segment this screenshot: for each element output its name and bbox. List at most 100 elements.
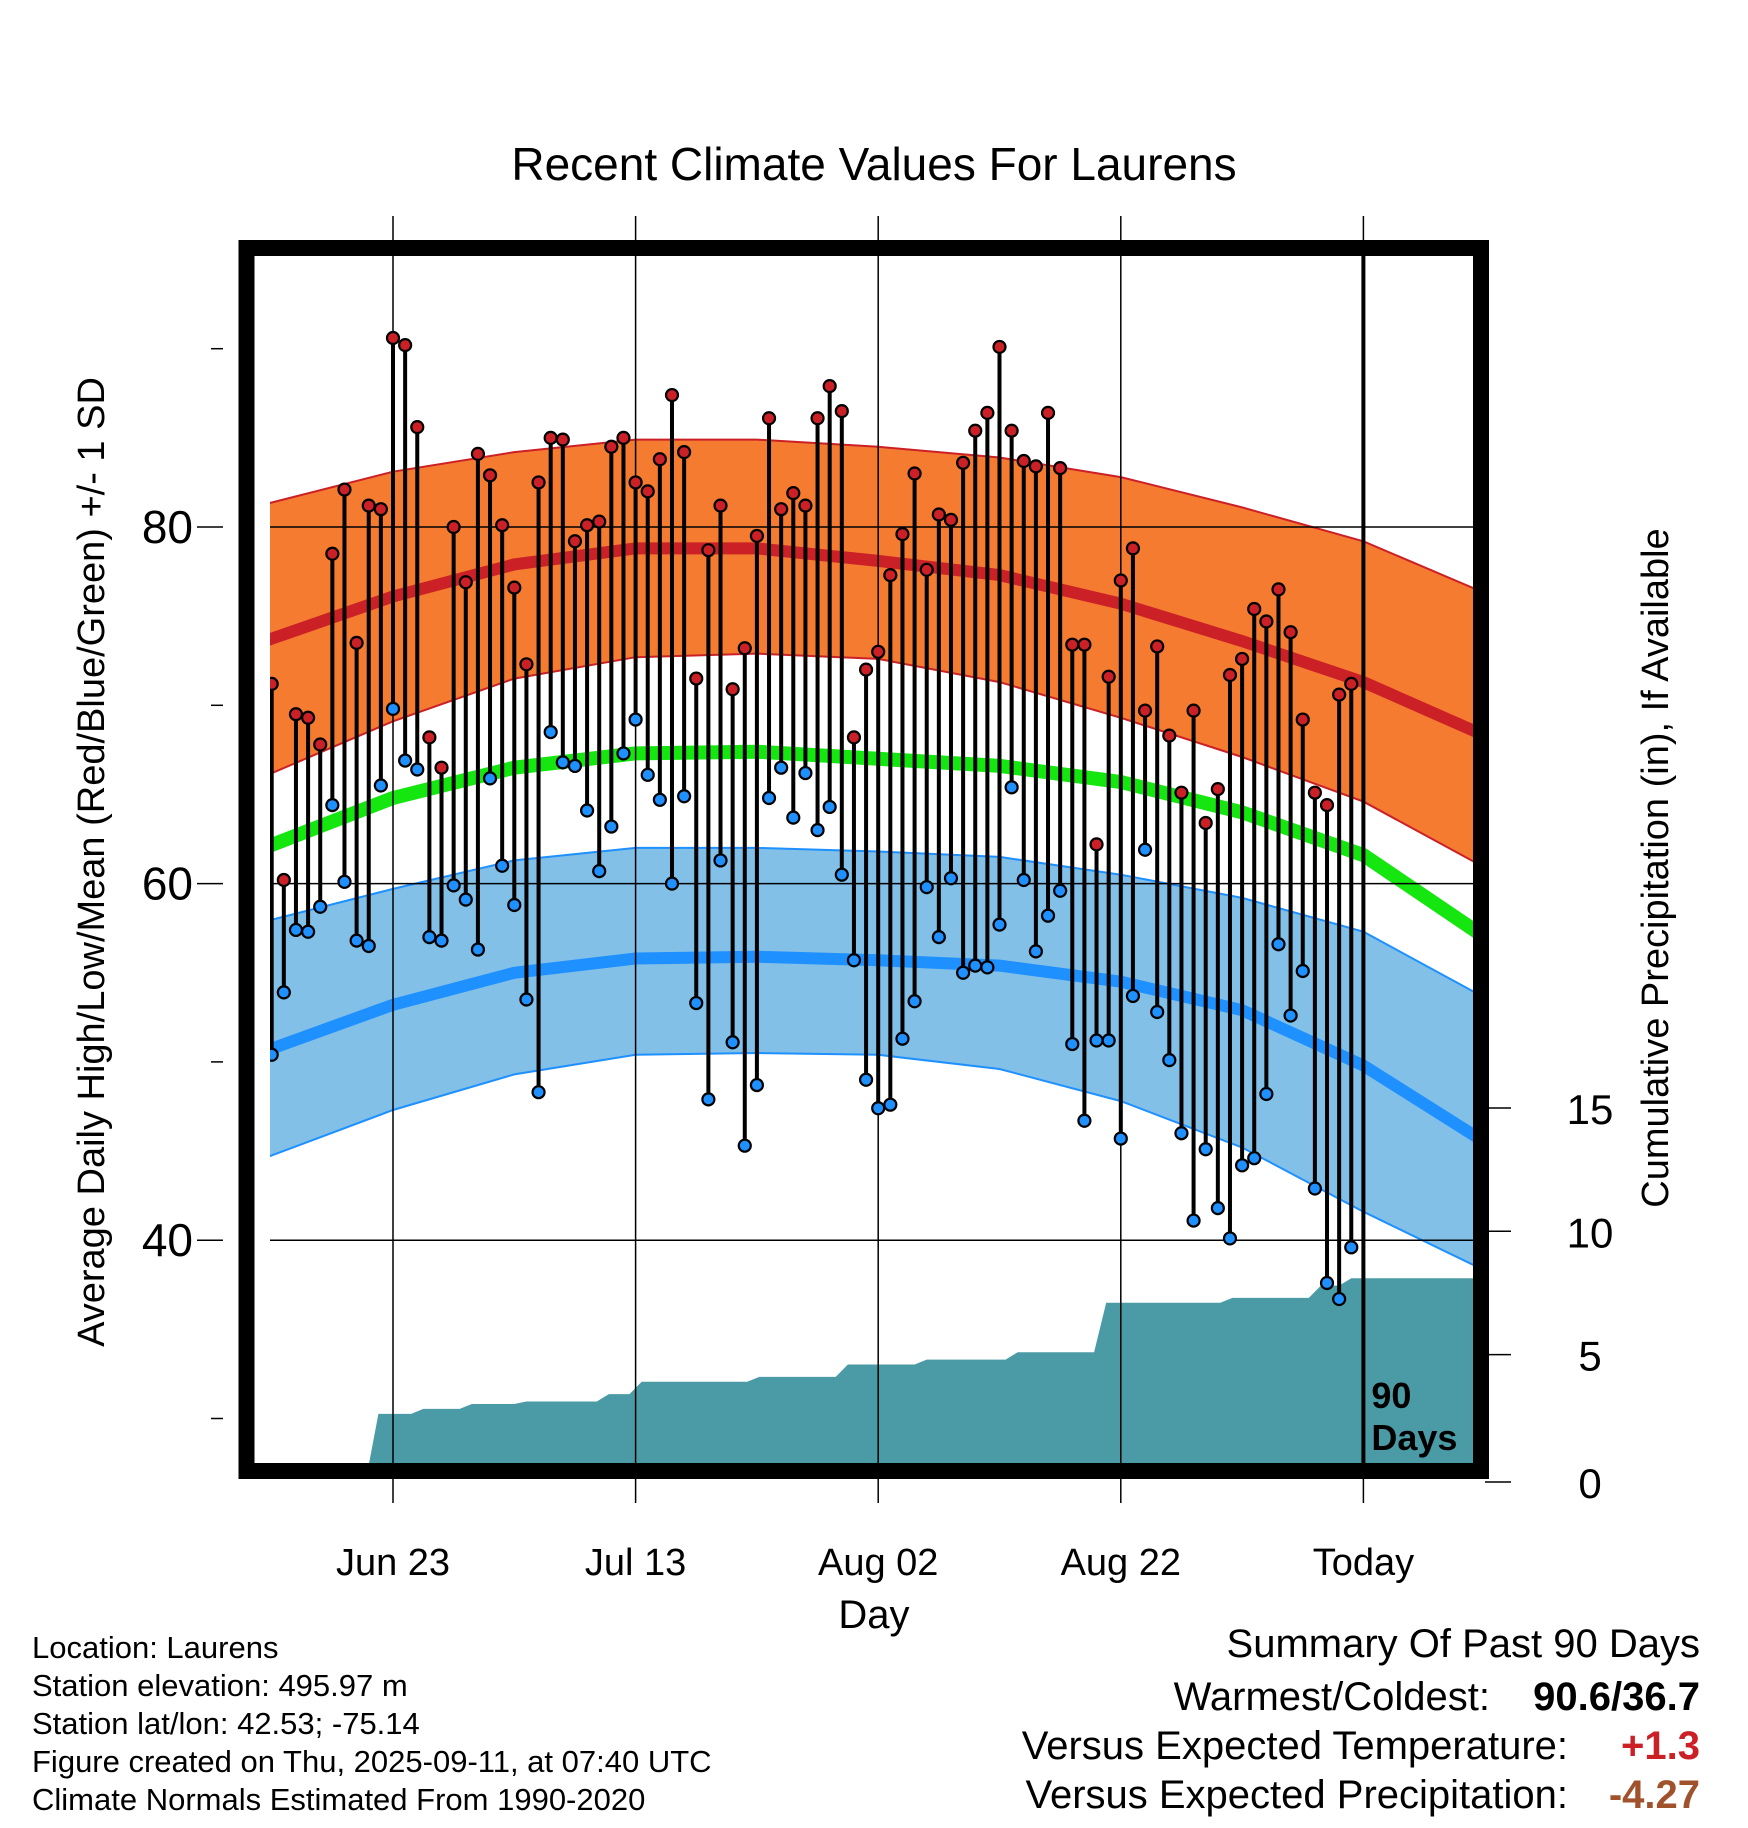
daily-high-point [616, 430, 631, 445]
daily-high-point [810, 411, 825, 426]
warmest-coldest-value: 90.6/36.7 [1533, 1675, 1700, 1719]
daily-high-point [579, 518, 595, 533]
daily-low-point [567, 758, 583, 774]
daily-high-point [1174, 785, 1189, 800]
daily-high-point [883, 568, 898, 583]
daily-high-point [1271, 582, 1286, 597]
daily-high-point [664, 387, 680, 403]
daily-high-point [543, 430, 558, 445]
y2-axis-label: Cumulative Precipitation (in), If Availa… [1635, 528, 1677, 1207]
daily-low-point [592, 864, 607, 879]
daily-high-point [871, 644, 886, 659]
days-marker-label-line: Days [1371, 1417, 1457, 1458]
daily-high-point [1065, 637, 1080, 652]
daily-low-point [482, 771, 498, 786]
daily-high-point [943, 512, 959, 527]
daily-low-point [1016, 872, 1031, 888]
daily-high-point [434, 760, 449, 775]
daily-low-point [1186, 1213, 1201, 1228]
x-axis-label: Day [838, 1593, 909, 1637]
x-tick-label: Jun 23 [336, 1542, 450, 1584]
daily-high-point [398, 338, 413, 353]
daily-high-point [1089, 837, 1104, 852]
daily-high-point [1004, 423, 1019, 438]
daily-low-point [701, 1092, 716, 1107]
daily-low-point [349, 933, 364, 948]
precipitation-area [368, 1278, 1477, 1467]
location-text: Location: Laurens [32, 1630, 279, 1665]
temperature-anomaly-label: Versus Expected Temperature: [1021, 1724, 1568, 1768]
daily-high-point [1295, 712, 1310, 727]
y2-tick-label: 15 [1567, 1086, 1614, 1133]
daily-low-point [858, 1072, 874, 1087]
daily-high-point [1053, 461, 1068, 476]
daily-low-point [992, 917, 1007, 932]
created-text: Figure created on Thu, 2025-09-11, at 07… [32, 1744, 712, 1779]
daily-high-point [422, 730, 437, 745]
daily-high-point [1319, 798, 1335, 813]
daily-high-point [373, 502, 388, 517]
precipitation-anomaly-value: -4.27 [1608, 1773, 1700, 1817]
daily-high-point [689, 671, 704, 686]
daily-high-point [1101, 669, 1116, 684]
daily-low-point [761, 790, 777, 806]
daily-high-point [1307, 785, 1322, 800]
daily-low-point [907, 994, 922, 1009]
daily-low-point [968, 958, 983, 973]
plot-area: 90 Days [270, 252, 1477, 1467]
daily-low-point [616, 746, 631, 761]
daily-high-point [458, 575, 473, 590]
daily-high-point [1028, 459, 1043, 474]
daily-high-point [1040, 405, 1056, 420]
daily-low-point [652, 792, 667, 807]
daily-low-point [1040, 908, 1056, 923]
daily-low-point [1053, 883, 1068, 898]
daily-high-point [786, 486, 801, 501]
daily-low-point [1295, 963, 1310, 979]
daily-low-point [640, 767, 655, 782]
daily-high-point [834, 404, 849, 419]
daily-high-point [907, 466, 922, 481]
daily-low-point [519, 992, 534, 1007]
daily-high-point [531, 475, 546, 490]
daily-high-point [1150, 639, 1165, 654]
daily-high-point [507, 580, 522, 595]
daily-low-point [555, 755, 570, 770]
daily-low-point [434, 933, 449, 948]
daily-low-point [1198, 1142, 1213, 1157]
daily-low-point [1137, 842, 1153, 857]
y-tick-label: 40 [142, 1214, 193, 1266]
daily-low-point [300, 924, 316, 939]
daily-high-point [270, 676, 279, 692]
daily-low-point [1113, 1131, 1128, 1146]
daily-high-point [1077, 637, 1092, 652]
daily-low-point [677, 789, 692, 804]
daily-low-point [810, 823, 825, 838]
days-marker-label-line: 90 [1371, 1375, 1411, 1416]
daily-low-point [410, 762, 425, 777]
daily-high-point [956, 455, 971, 470]
daily-low-point [1222, 1231, 1238, 1246]
daily-low-point [822, 799, 837, 815]
daily-low-point [1319, 1275, 1335, 1291]
daily-low-point [1089, 1033, 1104, 1048]
daily-high-point [992, 339, 1007, 355]
daily-high-point [968, 423, 983, 438]
daily-high-point [482, 468, 498, 483]
daily-low-point [1344, 1240, 1359, 1255]
daily-low-point [604, 819, 619, 834]
days-marker-label: 90 Days [1371, 1375, 1457, 1458]
daily-low-point [943, 871, 959, 886]
daily-low-point [1271, 937, 1286, 952]
daily-high-point [713, 498, 728, 513]
daily-high-point [798, 498, 813, 513]
daily-low-point [1028, 944, 1043, 959]
daily-high-point [325, 546, 340, 561]
summary-title: Summary Of Past 90 Days [1226, 1622, 1700, 1666]
daily-low-point [1283, 1008, 1298, 1023]
daily-low-point [628, 712, 643, 727]
daily-high-point [1247, 601, 1262, 617]
daily-high-point [1259, 614, 1274, 629]
daily-low-point [1210, 1201, 1225, 1216]
daily-high-point [288, 707, 304, 722]
